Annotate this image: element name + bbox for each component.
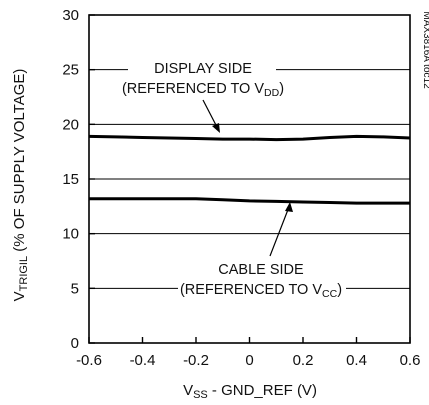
annotation-bg-display [128,57,276,99]
grid-lines [89,69,410,289]
y-tick-label: 25 [62,62,79,79]
y-tick-label: 20 [62,116,79,133]
annotation-bg-cable [178,257,346,303]
annotation-display-arrow [202,99,219,130]
annotation-display-arrowhead [212,123,220,133]
x-axis-title: VSS - GND_REF (V) [183,382,317,401]
x-tick-label: 0.6 [400,352,421,369]
x-tick-label: 0.4 [346,352,367,369]
series-line-display-side [88,134,411,142]
annotation-display-line2: (REFERENCED TO VDD) [122,81,284,99]
y-tick-label: 15 [62,171,79,188]
annotation-cable-arrowhead [285,202,293,212]
y-tick-label: 30 [62,7,79,24]
y-tick-label: 0 [71,335,79,352]
annotation-cable-line2: (REFERENCED TO VCC) [180,282,342,300]
x-tick-labels: -0.6 -0.4 -0.2 0 0.2 0.4 0.6 [76,352,420,369]
x-tick-label: -0.6 [76,352,102,369]
series-line-cable-side [89,197,410,205]
annotation-cable-line1: CABLE SIDE [218,262,304,278]
x-tick-label: 0 [245,352,253,369]
y-axis-title: VTRIGIL (% OF SUPPLY VOLTAGE) [11,69,30,302]
annotation-cable-arrow [269,206,290,257]
x-tick-label: 0.2 [293,352,314,369]
chart-code-label: MAX3816A toc12 [421,11,429,89]
y-tick-label: 10 [62,226,79,243]
y-tick-labels: 0 5 10 15 20 25 30 [62,7,79,352]
axis-ticks [88,14,411,344]
series-lines [88,134,411,205]
y-tick-label: 5 [71,280,79,297]
x-tick-label: -0.4 [130,352,156,369]
annotation-display-line1: DISPLAY SIDE [154,61,252,77]
x-tick-label: -0.2 [183,352,209,369]
